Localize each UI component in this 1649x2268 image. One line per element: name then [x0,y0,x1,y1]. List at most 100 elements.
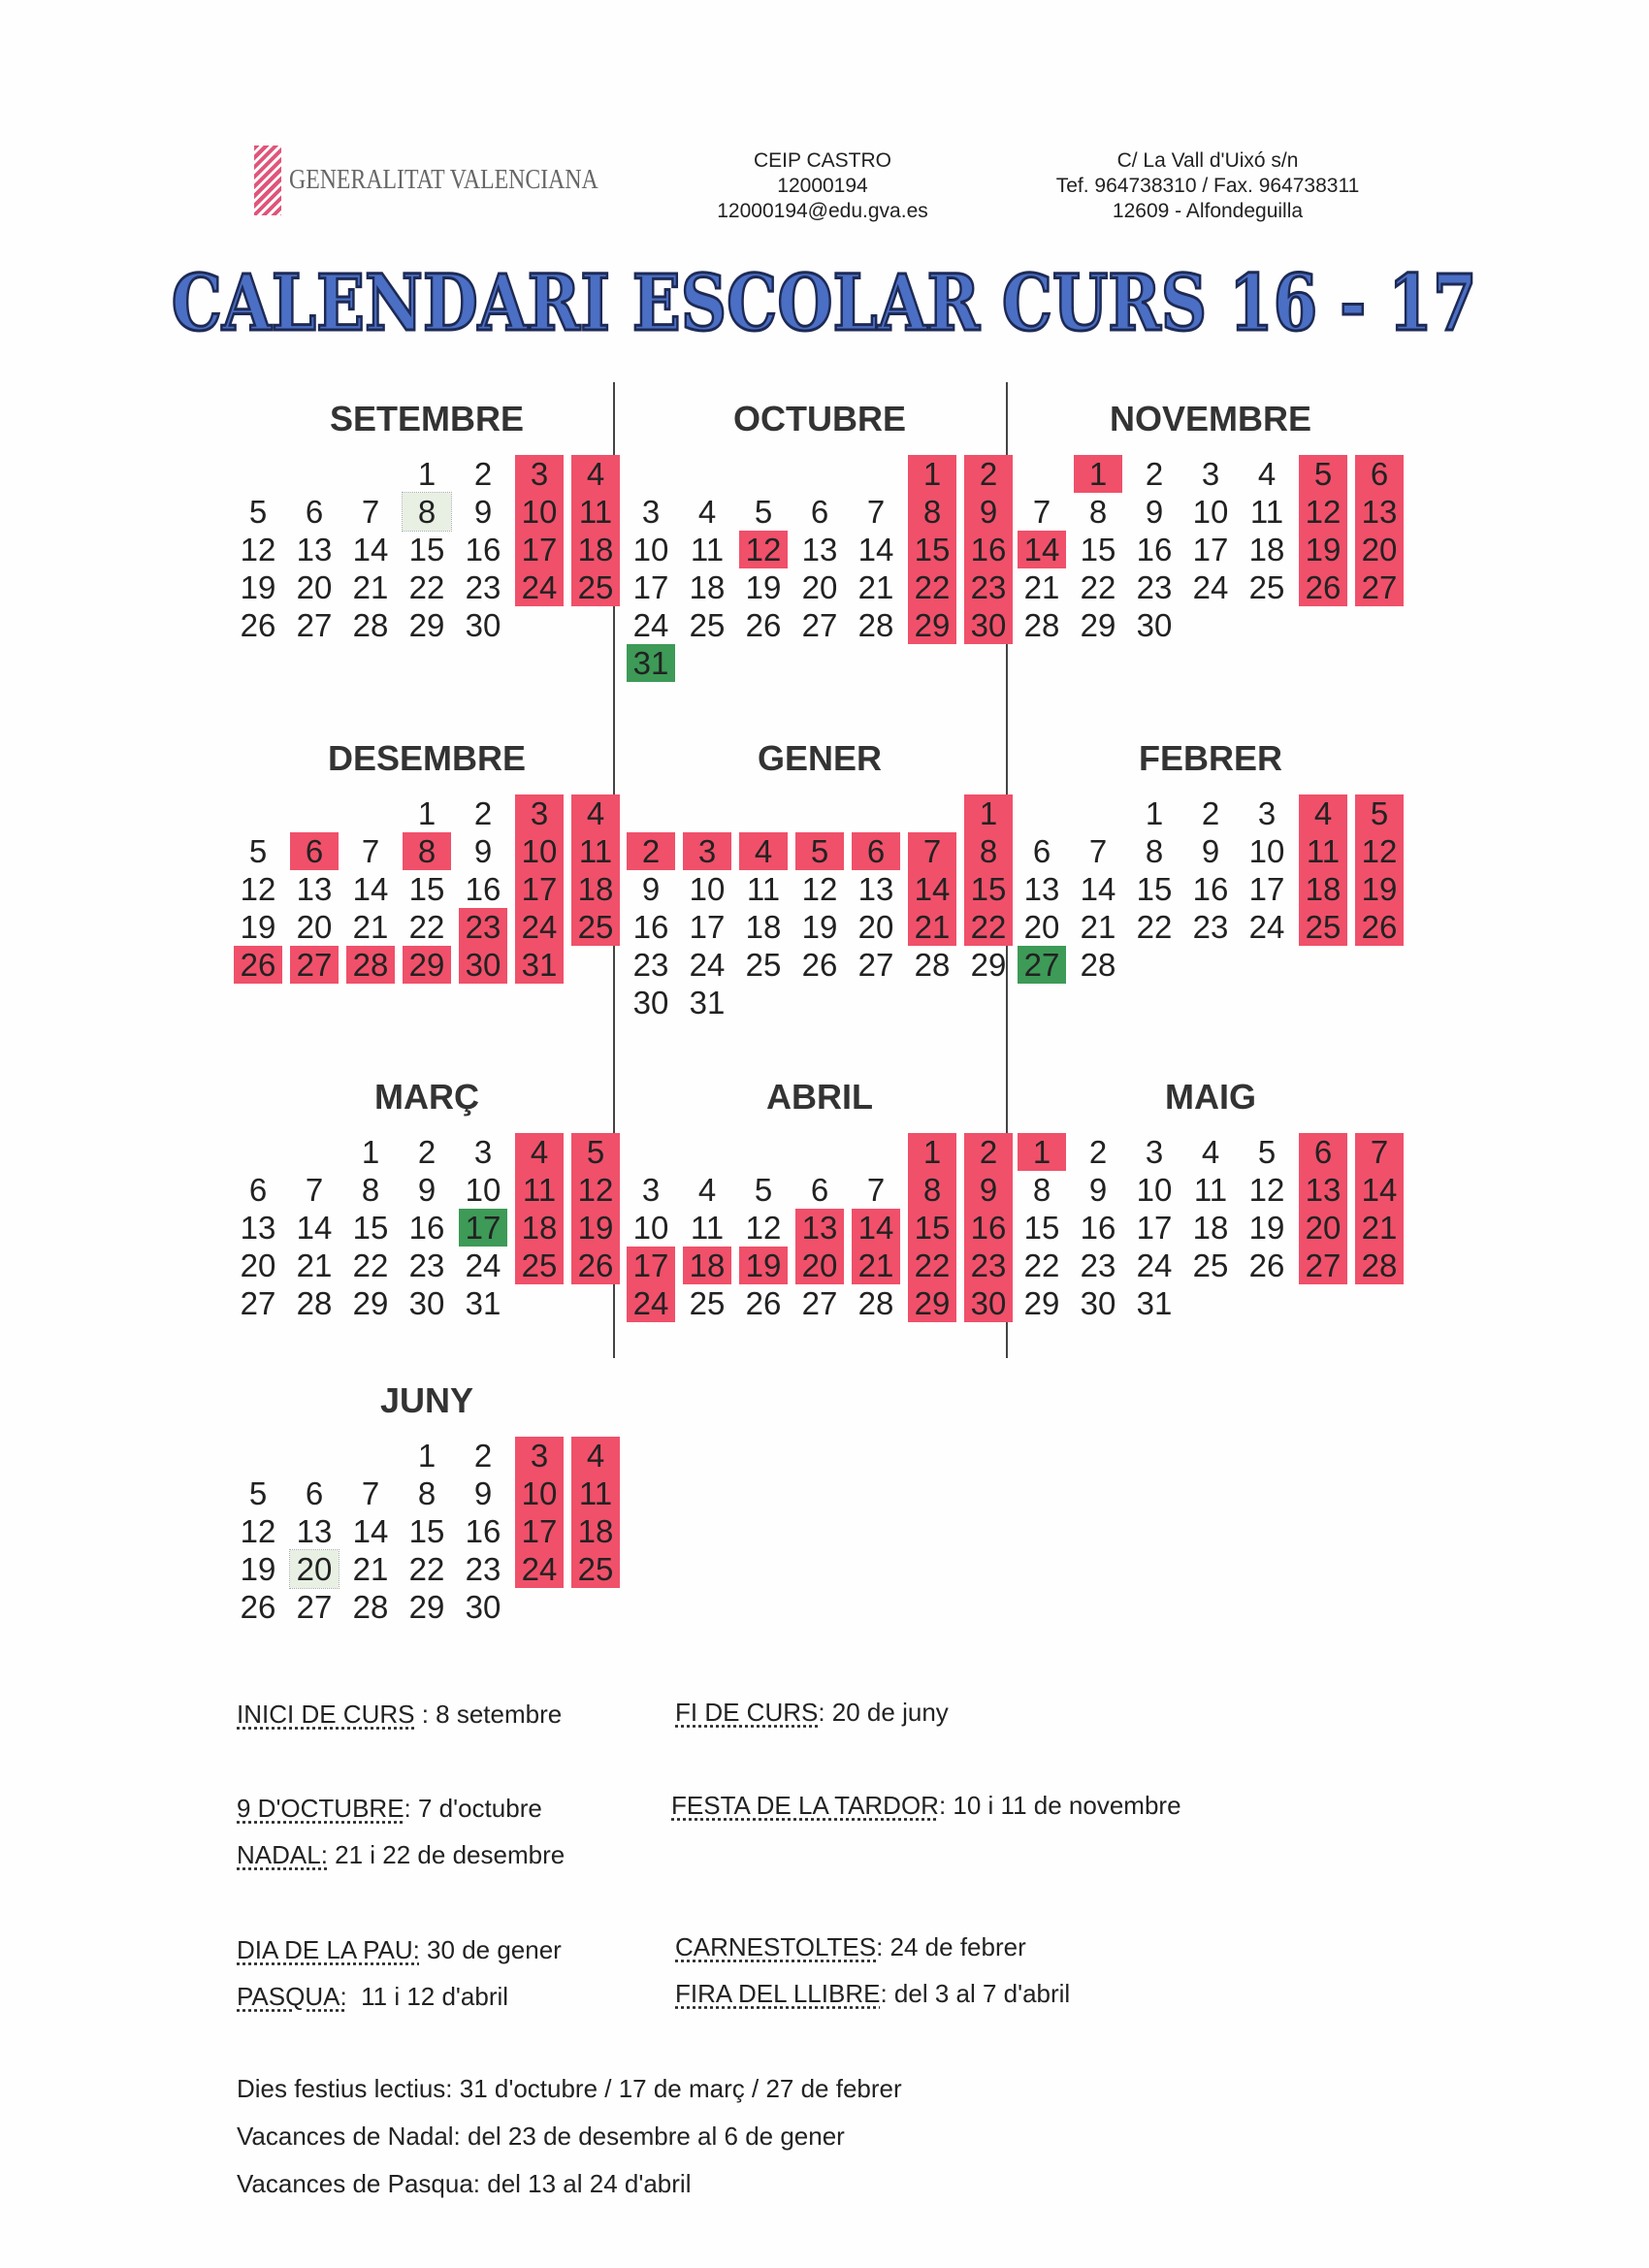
day-cell: 5 [754,1172,773,1208]
month-desembre: DESEMBRE 1 2 3 4 5 6 7 8 9 10 11 12 13 14 15 16 17 18 19 20 2… [230,734,624,984]
day-cell: 14 [1080,871,1116,907]
day-cell: 8 [1088,494,1108,530]
day-cell: 16 [1080,1210,1116,1246]
day-cell: 2 [1201,795,1220,831]
day-cell: 1 [417,795,436,831]
day-cell: 8 [361,1172,380,1208]
day-cell: 6 [305,494,324,530]
month-grid: 1 2 3 4 5 6 7 8 9 10 11 12 13 14 15 16 17 18 19 20 21 22 23 24 2… [623,794,1017,1021]
holiday-day-cell: 1 [908,455,956,493]
day-cell: 3 [1201,456,1220,492]
holiday-day-cell: 12 [1299,493,1347,531]
day-cell: 6 [810,494,829,530]
day-cell: 10 [1192,494,1229,530]
holiday-day-cell: 8 [908,1171,956,1209]
note-label: PASQUA: [237,1982,347,2011]
day-cell: 14 [857,532,894,567]
holiday-day-cell: 14 [908,870,956,908]
holiday-day-cell: 25 [571,1550,620,1588]
day-cell: 9 [473,494,493,530]
day-cell: 6 [810,1172,829,1208]
day-cell: 10 [689,871,726,907]
school-code: 12000194 [777,175,868,197]
holiday-day-cell: 5 [1355,794,1404,832]
day-cell: 26 [801,947,838,983]
day-cell: 14 [296,1210,333,1246]
footer-nadal: Vacances de Nadal: del 23 de desembre al… [237,2122,845,2151]
note-fira: FIRA DEL LLIBRE: del 3 al 7 d'abril [675,1979,1070,2009]
day-cell: 10 [632,532,669,567]
holiday-day-cell: 27 [1299,1247,1347,1284]
day-cell: 23 [465,1551,501,1587]
holiday-day-cell: 4 [515,1133,564,1171]
day-cell: 18 [1192,1210,1229,1246]
holiday-day-cell: 18 [571,531,620,568]
address-phone: Tef. 964738310 / Fax. 964738311 [1055,175,1360,197]
day-cell: 13 [296,532,333,567]
month-grid: 1 2 3 4 5 6 7 8 9 10 11 12 13 14 15 16 17 18 19 20 21 22 23 24 2… [230,455,624,644]
holiday-day-cell: 12 [739,531,788,568]
empty-cell [342,455,399,493]
day-cell: 11 [690,1210,725,1246]
day-cell: 5 [1257,1134,1277,1170]
day-cell: 30 [408,1285,445,1321]
month-title: FEBRER [1138,738,1282,778]
day-cell: 22 [408,909,445,945]
empty-cell [904,794,960,832]
day-cell: 24 [1248,909,1285,945]
holiday-day-cell: 3 [515,1437,564,1474]
day-cell: 8 [417,1475,436,1511]
empty-cell [623,455,679,493]
note-text: 11 i 12 d'abril [346,1982,509,2011]
empty-cell [735,455,792,493]
day-cell: 4 [697,1172,717,1208]
day-cell: 9 [473,1475,493,1511]
empty-cell [1070,794,1126,832]
school-info: CEIP CASTRO 12000194 12000194@edu.gva.es [677,148,968,224]
day-cell: 2 [417,1134,436,1170]
holiday-day-cell: 11 [571,493,620,531]
day-cell: 28 [352,1589,389,1625]
day-cell: 1 [417,1438,436,1474]
day-cell: 31 [1136,1285,1173,1321]
day-cell: 23 [1192,909,1229,945]
holiday-day-cell: 4 [571,794,620,832]
day-cell: 18 [689,569,726,605]
empty-cell [1014,794,1070,832]
month-febrer: FEBRER 1 2 3 4 5 6 7 8 9 10 11 12 13 14 15 16 17 18 19 20 21 2… [1014,734,1407,984]
day-cell: 29 [1080,607,1116,643]
holiday-day-cell: 30 [964,606,1013,644]
note-text: : 10 i 11 de novembre [938,1791,1181,1820]
day-cell: 16 [1136,532,1173,567]
month-novembre: NOVEMBRE 1 2 3 4 5 6 7 8 9 10 11 12 13 14 15 16 17 18 19 20 2… [1014,395,1407,643]
day-cell: 2 [473,1438,493,1474]
holiday-day-cell: 4 [739,832,788,870]
holiday-day-cell: 2 [964,1133,1013,1171]
day-cell: 3 [1145,1134,1164,1170]
day-cell: 27 [801,607,838,643]
day-cell: 3 [473,1134,493,1170]
day-cell: 16 [465,871,501,907]
day-cell: 3 [1257,795,1277,831]
month-grid: 1 2 3 4 5 6 7 8 9 10 11 12 13 14 15 16 17 18 19 20 21 22 23 24 2… [230,794,624,984]
holiday-day-cell: 19 [1299,531,1347,568]
day-cell: 7 [361,494,380,530]
day-cell: 28 [296,1285,333,1321]
generalitat-logo: GENERALITAT VALENCIANA [254,146,632,215]
day-cell: 16 [1192,871,1229,907]
holiday-day-cell: 5 [795,832,844,870]
month-grid: 1 2 3 4 5 6 7 8 9 10 11 12 13 14 15 16 17 18 19 20 21 22 23 24 2… [1014,455,1407,644]
holiday-day-cell: 8 [403,832,451,870]
day-cell: 23 [408,1247,445,1283]
note-text: : 7 d'octubre [404,1794,542,1823]
day-cell: 20 [296,909,333,945]
holiday-day-cell: 17 [515,870,564,908]
day-cell: 26 [240,607,276,643]
day-cell: 27 [240,1285,276,1321]
empty-cell [792,455,848,493]
note-label: NADAL: [237,1840,328,1869]
holiday-day-cell: 16 [964,1209,1013,1247]
day-cell: 27 [857,947,894,983]
day-cell: 22 [1080,569,1116,605]
